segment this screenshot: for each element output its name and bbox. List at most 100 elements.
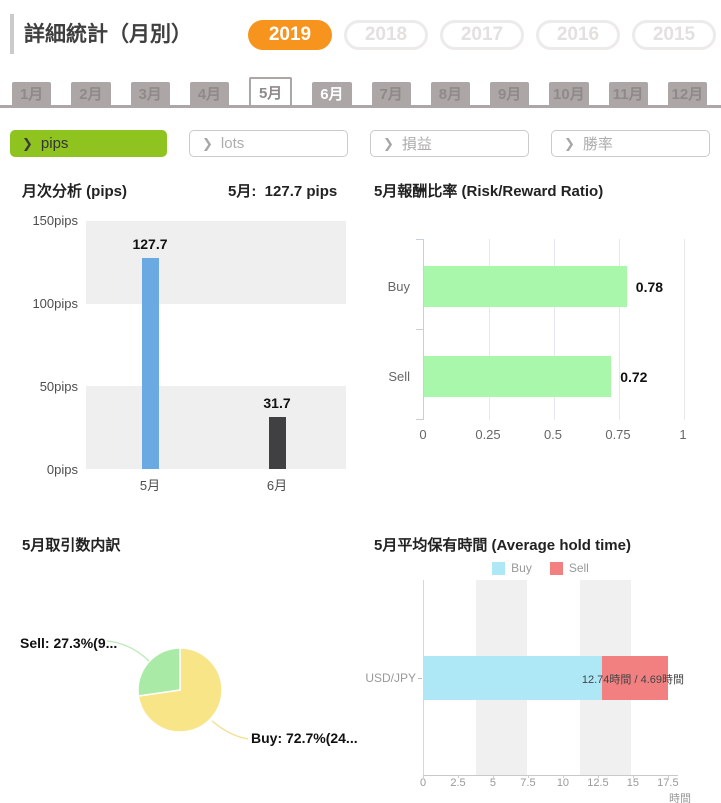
trade-breakdown-title: 5月取引数内訳 (22, 537, 121, 554)
year-tab-2015[interactable]: 2015 (632, 20, 716, 50)
axis-tick (416, 239, 424, 240)
year-tab-2018[interactable]: 2018 (344, 20, 428, 50)
hold-time-legend: Buy Sell (360, 561, 721, 575)
title-accent-bar (10, 14, 14, 54)
gridline (684, 239, 685, 420)
y-axis-label: 150pips (32, 213, 78, 228)
bar-value-label: 0.72 (620, 369, 648, 385)
x-axis-tick-mark (562, 775, 564, 778)
month-tabs-underline (0, 105, 721, 108)
month-tab-8[interactable]: 8月 (430, 82, 470, 105)
bar-value-label: 0.78 (635, 279, 664, 295)
x-axis-tick-label: 1 (679, 427, 687, 442)
month-tab-11[interactable]: 11月 (608, 82, 648, 105)
bar-5月 (142, 257, 159, 469)
gridline (554, 239, 555, 420)
monthly-chart-subtitle: 5月: 127.7 pips (228, 183, 338, 200)
x-axis-tick-mark (457, 775, 459, 778)
legend-item-Buy: Buy (492, 561, 532, 575)
month-tabs: 1月 2月 3月 4月 5月 6月 7月 8月 9月 10月 11月 12月 (12, 77, 707, 105)
monthly-pips-plot-area (86, 221, 346, 469)
filter-button-勝率[interactable]: ❯ 勝率 (551, 130, 710, 157)
month-tab-5[interactable]: 5月 (249, 77, 293, 105)
year-tab-2017[interactable]: 2017 (440, 20, 524, 50)
month-tab-10[interactable]: 10月 (549, 82, 589, 105)
gridline (489, 239, 490, 420)
month-tab-4[interactable]: 4月 (189, 82, 229, 105)
x-axis-tick-label: 12.5 (587, 777, 609, 789)
month-tab-7[interactable]: 7月 (371, 82, 411, 105)
filter-button-lots[interactable]: ❯ lots (189, 130, 348, 157)
x-axis-tick-label: 17.5 (657, 777, 679, 789)
bar-6月 (269, 416, 286, 469)
pie-slice-Sell (137, 647, 181, 697)
risk-reward-chart-title: 5月報酬比率 (Risk/Reward Ratio) (374, 183, 604, 200)
x-axis-tick-label: 2.5 (450, 777, 466, 789)
page-title: 詳細統計（月別） (24, 23, 192, 46)
y-axis-label: 50pips (39, 379, 78, 394)
bar-segment-Sell (602, 656, 668, 700)
x-axis-tick-mark (492, 775, 494, 778)
filter-button-label: 損益 (401, 136, 432, 153)
pie-label-Buy: Buy: 72.7%(24... (251, 730, 358, 746)
legend-swatch-Buy (492, 561, 506, 575)
x-axis-tick-mark (423, 775, 424, 778)
month-tab-1[interactable]: 1月 (12, 82, 52, 105)
leader-line-buy (211, 720, 249, 740)
bar-value-label: 31.7 (263, 394, 291, 411)
x-axis-tick-mark (597, 775, 599, 778)
filter-button-label: pips (40, 135, 69, 152)
legend-label: Buy (511, 561, 532, 575)
trade-breakdown-chart: 5月取引数内訳 Buy: 72.7%(24... Sell: 27.3%(9... (0, 520, 360, 803)
year-tabs: 2019 2018 2017 2016 2015 (248, 20, 716, 50)
x-axis-tick-label: 15 (626, 777, 640, 789)
y-axis-label: 100pips (32, 296, 78, 311)
filter-button-label: 勝率 (582, 136, 613, 153)
year-tab-2019[interactable]: 2019 (248, 20, 332, 50)
month-tab-2[interactable]: 2月 (71, 82, 111, 105)
plot-band (86, 386, 346, 469)
pie-label-Sell: Sell: 27.3%(9... (20, 635, 118, 651)
pie-chart-canvas (106, 640, 249, 740)
month-tab-12[interactable]: 12月 (667, 82, 707, 105)
leader-line-sell (106, 640, 150, 662)
year-tab-2016[interactable]: 2016 (536, 20, 620, 50)
risk-reward-plot-area (416, 239, 685, 420)
y-axis-label: 0pips (46, 462, 78, 477)
x-axis-tick-label: 5 (489, 777, 497, 789)
x-axis-label: 6月 (266, 478, 288, 493)
category-tick (418, 678, 422, 679)
filter-button-損益[interactable]: ❯ 損益 (370, 130, 529, 157)
hold-time-chart: 5月平均保有時間 (Average hold time) Buy Sell USD… (360, 520, 721, 803)
filter-button-label: lots (220, 135, 245, 152)
legend-swatch-Sell (549, 561, 563, 575)
plot-band (86, 221, 346, 304)
bar-Sell (424, 356, 612, 397)
axis-tick (416, 329, 424, 330)
risk-reward-chart: 0 0.25 0.5 0.75 1 Buy 0.78 Sell 0.72 (360, 200, 721, 500)
filter-button-pips[interactable]: ❯ pips (10, 130, 167, 157)
gridline (619, 239, 620, 420)
x-axis-tick-label: 7.5 (520, 777, 536, 789)
month-tab-6[interactable]: 6月 (312, 82, 352, 105)
legend-item-Sell: Sell (549, 561, 589, 575)
month-tab-3[interactable]: 3月 (130, 82, 170, 105)
x-axis-tick-mark (632, 775, 634, 778)
x-axis-tick-label: 10 (556, 777, 570, 789)
month-tab-9[interactable]: 9月 (490, 82, 530, 105)
x-axis-tick-label: 0.25 (475, 427, 501, 442)
category-label: Buy (387, 279, 410, 294)
bar-segment-Buy (424, 656, 603, 700)
monthly-chart-title: 月次分析 (pips) (22, 183, 127, 200)
chevron-right-icon: ❯ (202, 135, 213, 151)
hold-time-title: 5月平均保有時間 (Average hold time) (374, 537, 631, 554)
x-axis-tick-label: 0.5 (543, 427, 563, 442)
x-axis-tick-label: 0.75 (605, 427, 631, 442)
x-axis-label: 5月 (139, 478, 161, 493)
bar-Buy (424, 266, 627, 307)
hold-time-category-label: USD/JPY (365, 671, 416, 685)
monthly-pips-chart: 150pips 100pips 50pips 0pips 127.7 5月 31.7 6月 (0, 200, 360, 500)
hold-time-axis-unit: 時間 (669, 793, 691, 803)
chevron-right-icon: ❯ (383, 135, 394, 151)
